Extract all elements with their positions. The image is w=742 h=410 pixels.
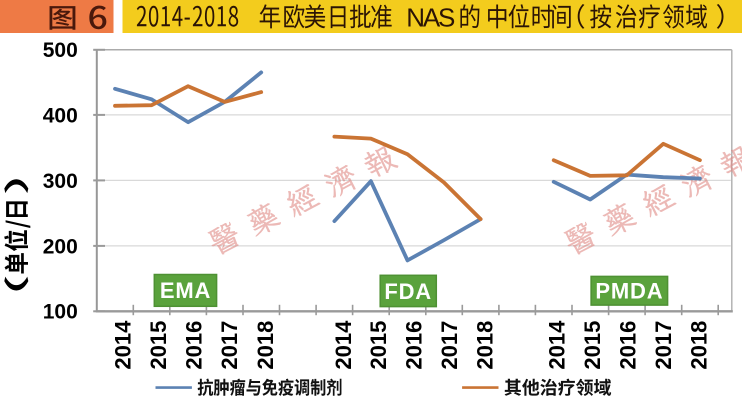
svg-text:2018: 2018 bbox=[687, 321, 712, 370]
svg-text:500: 500 bbox=[43, 39, 78, 62]
svg-text:2015: 2015 bbox=[366, 321, 391, 370]
svg-text:2016: 2016 bbox=[182, 321, 207, 370]
svg-text:2017: 2017 bbox=[651, 321, 676, 370]
svg-text:300: 300 bbox=[43, 170, 78, 193]
svg-text:2016: 2016 bbox=[402, 321, 427, 370]
svg-text:NAS: NAS bbox=[406, 2, 455, 32]
svg-text:2014: 2014 bbox=[545, 320, 570, 370]
svg-text:2015: 2015 bbox=[146, 321, 171, 370]
svg-text:2017: 2017 bbox=[217, 321, 242, 370]
svg-text:EMA: EMA bbox=[160, 278, 211, 303]
svg-text:FDA: FDA bbox=[384, 279, 432, 304]
svg-text:2014: 2014 bbox=[111, 320, 136, 370]
svg-text:2018: 2018 bbox=[253, 321, 278, 370]
svg-text:2017: 2017 bbox=[437, 321, 462, 370]
svg-text:200: 200 bbox=[43, 235, 78, 258]
svg-text:2014: 2014 bbox=[331, 320, 356, 370]
svg-text:2015: 2015 bbox=[580, 321, 605, 370]
svg-text:2018: 2018 bbox=[473, 321, 498, 370]
svg-text:PMDA: PMDA bbox=[595, 279, 663, 304]
svg-text:2016: 2016 bbox=[616, 321, 641, 370]
svg-text:400: 400 bbox=[43, 104, 78, 127]
svg-text:100: 100 bbox=[43, 301, 78, 324]
